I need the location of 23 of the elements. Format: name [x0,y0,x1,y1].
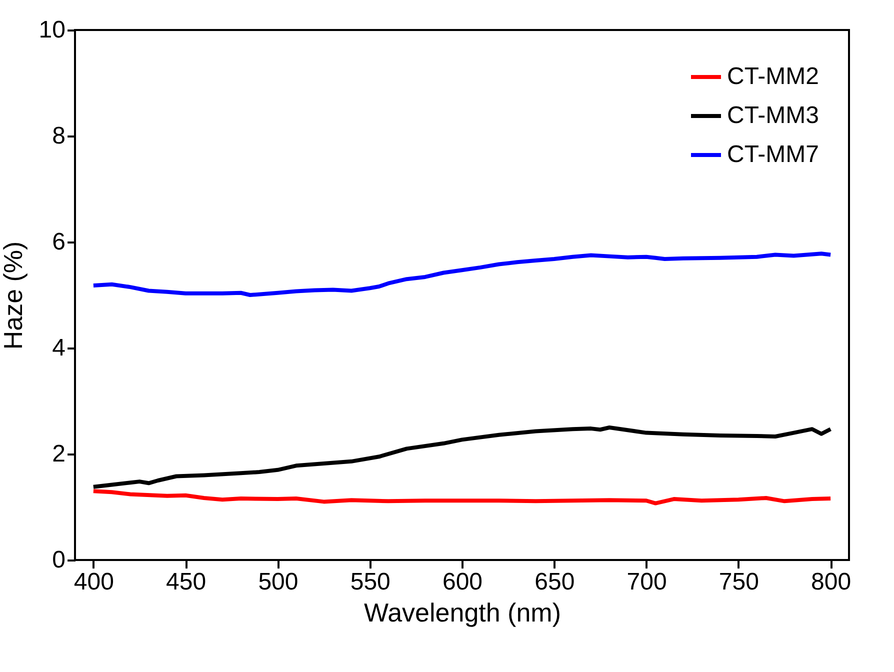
x-tick-label: 450 [166,568,206,596]
x-tick-label: 550 [350,568,390,596]
legend-label: CT-MM2 [727,63,819,90]
y-tick-label: 0 [52,546,66,574]
legend-label: CT-MM3 [727,102,819,129]
y-axis-title: Haze (%) [0,241,28,350]
x-axis-title: Wavelength (nm) [364,598,561,628]
x-tick-label: 750 [718,568,759,596]
y-tick-label: 2 [52,440,66,468]
line-series [91,426,833,489]
x-tick-label: 400 [74,568,114,596]
x-tick-label: 650 [534,568,575,596]
x-tick-label: 800 [811,568,852,596]
x-tick-label: 700 [626,568,667,596]
y-tick-label: 6 [52,228,66,256]
y-tick-label: 4 [52,334,66,362]
line-series [91,252,833,297]
x-tick-label: 600 [442,568,483,596]
x-tick-label: 500 [258,568,298,596]
line-series [91,489,833,506]
y-tick-label: 10 [38,16,66,44]
legend-label: CT-MM7 [727,141,819,168]
y-tick-label: 8 [52,122,66,150]
